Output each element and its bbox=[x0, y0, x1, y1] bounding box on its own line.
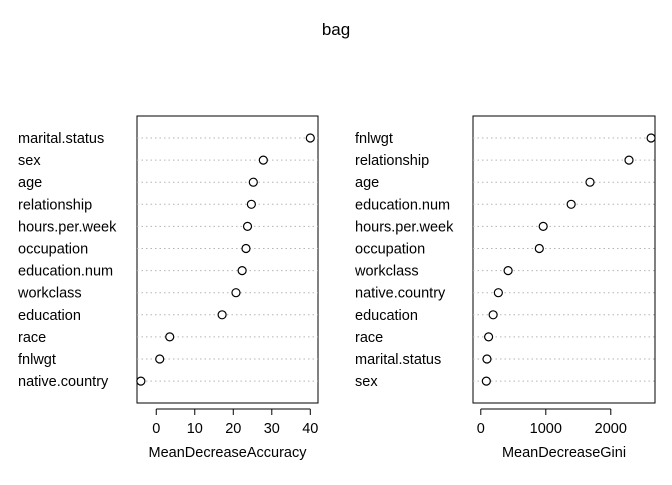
data-point bbox=[258, 155, 268, 165]
category-label: relationship bbox=[18, 197, 92, 213]
x-axis-label: MeanDecreaseAccuracy bbox=[149, 445, 308, 461]
x-tick-label: 30 bbox=[264, 421, 280, 437]
category-label: fnlwgt bbox=[355, 131, 393, 147]
data-point bbox=[538, 221, 548, 231]
category-label: relationship bbox=[355, 153, 429, 169]
x-tick-label: 0 bbox=[477, 421, 485, 437]
category-label: occupation bbox=[18, 242, 88, 258]
category-label: education.num bbox=[355, 197, 450, 213]
data-point bbox=[165, 332, 175, 342]
data-point bbox=[503, 266, 513, 276]
category-label: marital.status bbox=[355, 352, 441, 368]
data-point bbox=[484, 332, 494, 342]
data-point bbox=[534, 243, 544, 254]
data-point bbox=[493, 288, 503, 298]
category-label: native.country bbox=[18, 374, 109, 390]
x-tick-label: 40 bbox=[302, 421, 318, 437]
plot-frame bbox=[136, 115, 319, 404]
category-label: age bbox=[355, 175, 379, 191]
category-label: fnlwgt bbox=[18, 352, 56, 368]
x-tick-label: 1000 bbox=[530, 421, 562, 437]
data-point bbox=[481, 376, 491, 386]
category-label: education bbox=[18, 308, 81, 324]
data-point bbox=[482, 354, 492, 364]
data-point bbox=[646, 133, 656, 143]
category-label: education.num bbox=[18, 264, 113, 280]
data-point bbox=[136, 376, 146, 386]
data-point bbox=[624, 155, 634, 165]
data-point bbox=[585, 177, 595, 187]
category-label: hours.per.week bbox=[355, 219, 454, 235]
data-point bbox=[246, 199, 256, 209]
category-label: workclass bbox=[17, 286, 82, 302]
data-point bbox=[248, 177, 258, 187]
x-tick-label: 20 bbox=[225, 421, 241, 437]
data-point bbox=[241, 243, 251, 254]
category-label: marital.status bbox=[18, 131, 104, 147]
category-label: hours.per.week bbox=[18, 219, 117, 235]
data-point bbox=[488, 310, 498, 320]
category-label: occupation bbox=[355, 242, 425, 258]
x-tick-label: 10 bbox=[187, 421, 203, 437]
chart-title: bag bbox=[322, 20, 350, 39]
category-label: education bbox=[355, 308, 418, 324]
x-tick-label: 2000 bbox=[595, 421, 627, 437]
category-label: workclass bbox=[354, 264, 419, 280]
data-point bbox=[231, 288, 241, 298]
category-label: race bbox=[355, 330, 383, 346]
category-label: age bbox=[18, 175, 42, 191]
x-axis-label: MeanDecreaseGini bbox=[502, 445, 626, 461]
category-label: native.country bbox=[355, 286, 446, 302]
data-point bbox=[242, 221, 253, 231]
data-point bbox=[155, 354, 165, 364]
category-label: sex bbox=[18, 153, 41, 169]
plot-frame bbox=[472, 115, 656, 404]
x-tick-label: 0 bbox=[152, 421, 160, 437]
category-label: race bbox=[18, 330, 46, 346]
category-label: sex bbox=[355, 374, 378, 390]
data-point bbox=[566, 199, 576, 209]
data-point bbox=[237, 266, 247, 276]
data-point bbox=[217, 310, 227, 320]
data-point bbox=[305, 133, 315, 143]
